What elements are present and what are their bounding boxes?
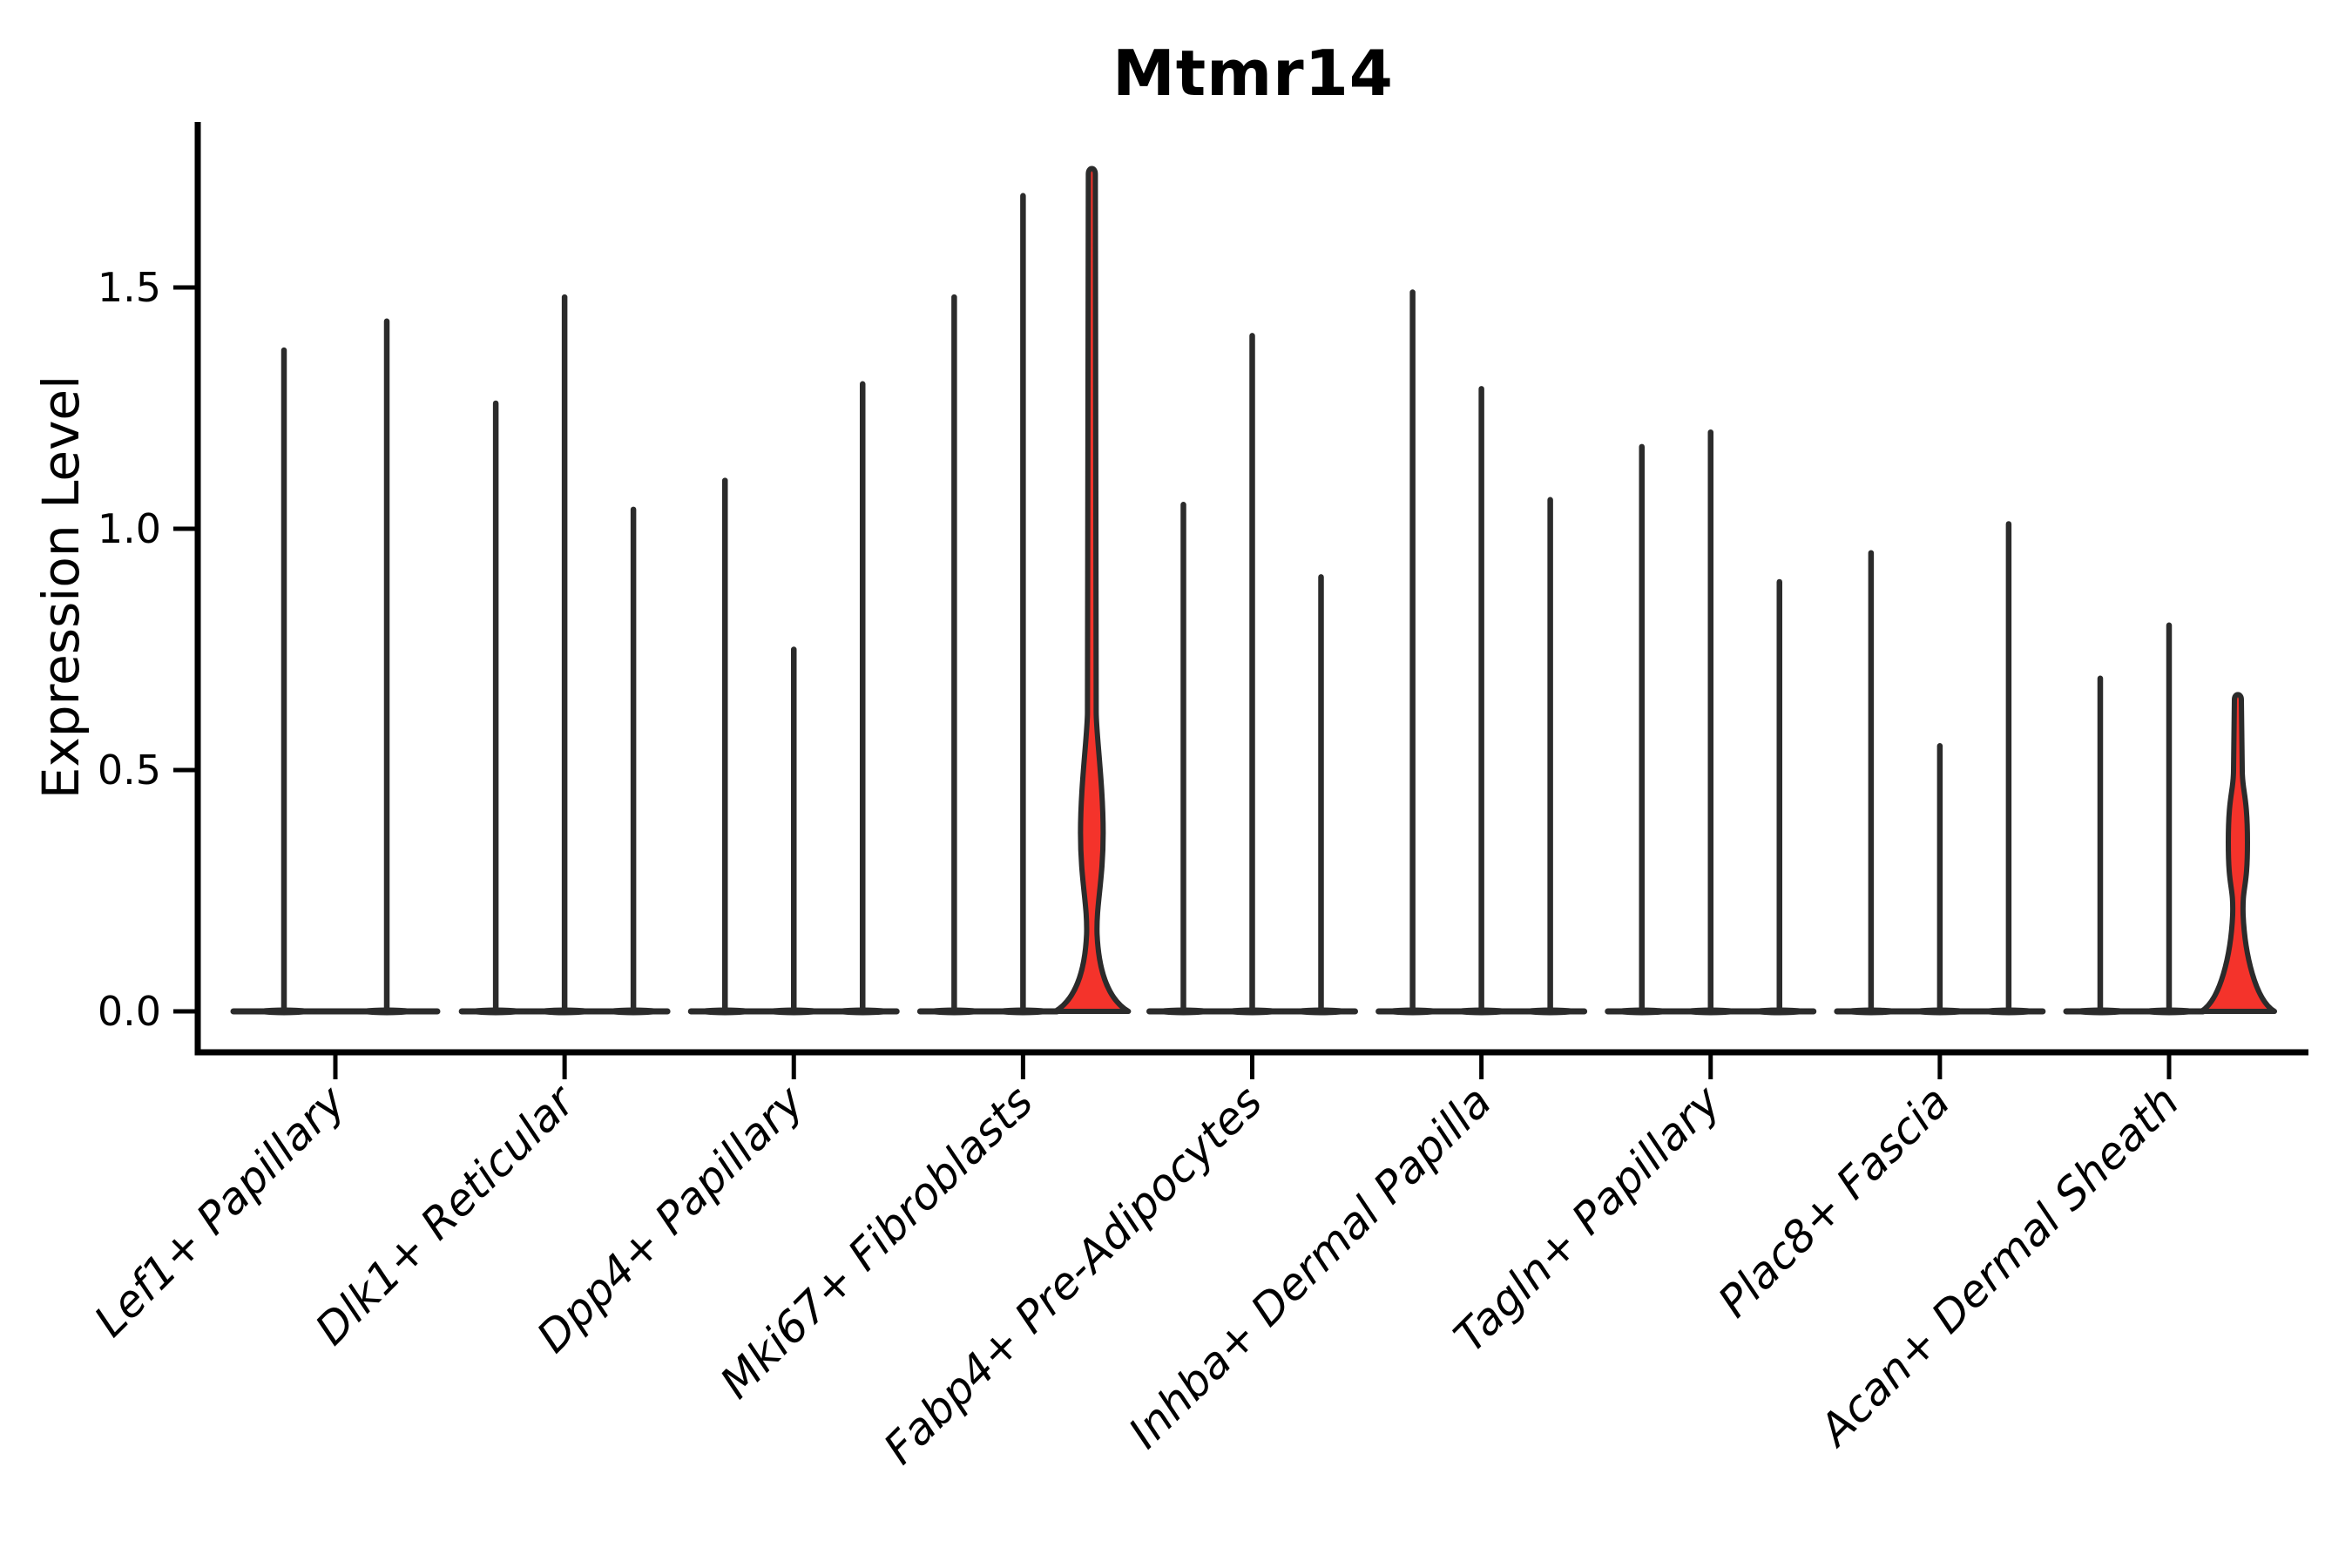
violin-base (531, 1007, 598, 1016)
x-category-label: Plac8+ Fascia (1708, 1076, 1959, 1327)
y-tick-label: 0.5 (98, 747, 161, 794)
x-category-label: Lef1+ Papillary (84, 1075, 355, 1346)
violin-base (692, 1007, 759, 1016)
violin-base (1837, 1007, 1904, 1016)
violin-base (1608, 1007, 1675, 1016)
violin-base (251, 1007, 317, 1016)
chart-title: Mtmr14 (1112, 37, 1394, 110)
violin-base (1517, 1007, 1584, 1016)
violin-base (600, 1007, 667, 1016)
violin-base (1906, 1007, 1973, 1016)
violin-base (2067, 1007, 2133, 1016)
x-category-label: Fabp4+ Pre-Adipocytes (874, 1076, 1272, 1474)
violin-base (760, 1007, 828, 1016)
violin-base (829, 1007, 896, 1016)
violin-base (1975, 1007, 2042, 1016)
violin-base (1746, 1007, 1813, 1016)
violin-base (1150, 1007, 1217, 1016)
violin-base (1288, 1007, 1355, 1016)
violin-base (2136, 1007, 2202, 1016)
x-category-label: Acan+ Dermal Sheath (1808, 1076, 2189, 1456)
x-category-label: Inhba+ Dermal Papilla (1119, 1076, 1501, 1457)
y-tick-label: 0.0 (98, 988, 161, 1035)
y-tick-label: 1.5 (98, 264, 161, 311)
violin-base (1219, 1007, 1286, 1016)
violin-base (1677, 1007, 1744, 1016)
violin-base (1379, 1007, 1446, 1016)
violin-highlight (1052, 166, 1132, 1014)
y-tick-label: 1.0 (98, 505, 161, 552)
violin-base (354, 1007, 420, 1016)
violin-base (990, 1007, 1057, 1016)
violin-base (1448, 1007, 1515, 1016)
violin-base (921, 1007, 988, 1016)
violin-highlight (2199, 692, 2277, 1014)
violin-base (463, 1007, 530, 1016)
